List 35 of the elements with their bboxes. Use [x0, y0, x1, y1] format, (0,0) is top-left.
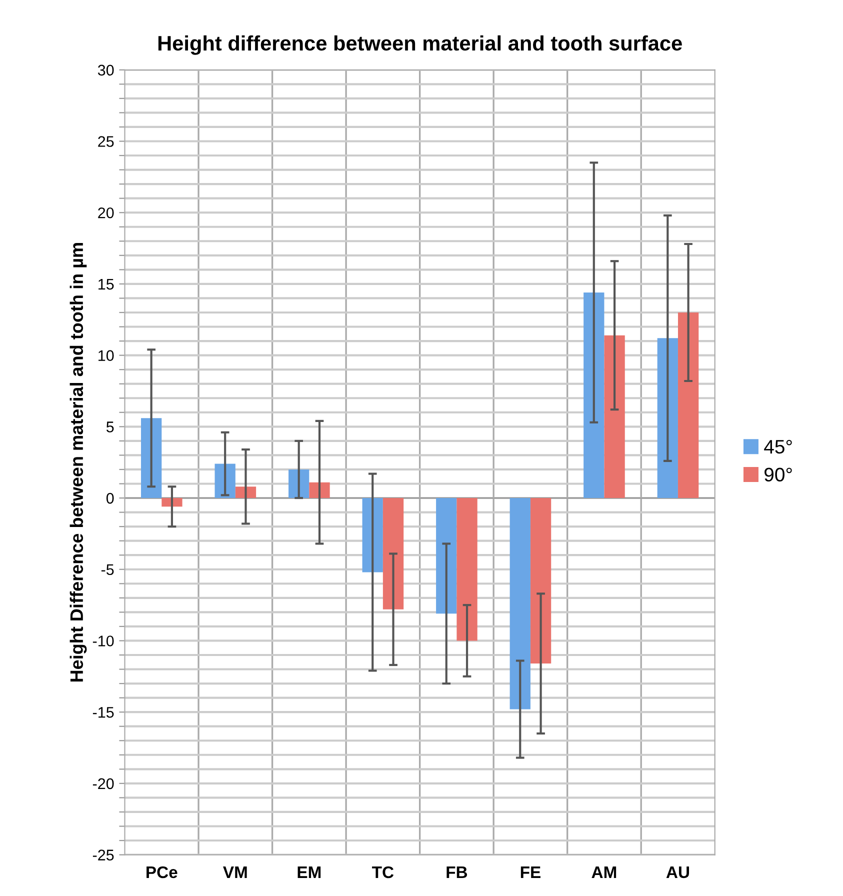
bar: [604, 335, 625, 498]
y-tick-label: 5: [106, 422, 114, 432]
y-tick-label: -10: [92, 636, 114, 646]
bar: [456, 498, 478, 641]
y-tick-label: 0: [106, 492, 114, 504]
bar: [530, 498, 552, 664]
x-tick-label: PCe: [146, 866, 178, 878]
y-tick-label: -25: [92, 850, 114, 860]
bar: [657, 338, 678, 498]
bar: [140, 418, 162, 498]
x-tick-label: EM: [298, 866, 321, 878]
x-tick-label: TC: [372, 866, 394, 878]
x-tick-label: VM: [223, 866, 247, 878]
y-tick-label: 15: [98, 278, 114, 290]
y-axis-title: Height Difference between material and tooth in µm: [70, 243, 87, 682]
bar: [584, 292, 604, 498]
y-tick-label: -5: [101, 564, 114, 576]
y-tick-label: 20: [98, 207, 114, 218]
y-tick-label: -15: [92, 707, 114, 718]
y-tick-label: 10: [98, 350, 114, 361]
bar: [510, 498, 530, 710]
x-tick-label: FB: [446, 866, 468, 878]
bar: [436, 498, 457, 614]
bar: [382, 498, 404, 610]
x-tick-label: AM: [592, 866, 616, 878]
chart-title: Height difference between material and tooth surface: [158, 35, 682, 55]
bar: [162, 498, 182, 507]
bar: [678, 312, 699, 498]
legend-label: 45°: [764, 440, 792, 454]
legend-label: 90°: [764, 468, 792, 482]
y-tick-label: 25: [98, 136, 114, 147]
x-tick-label: AU: [666, 866, 689, 878]
y-tick-label: -20: [92, 778, 114, 790]
x-tick-label: FE: [520, 866, 540, 878]
y-tick-label: 30: [98, 64, 114, 76]
